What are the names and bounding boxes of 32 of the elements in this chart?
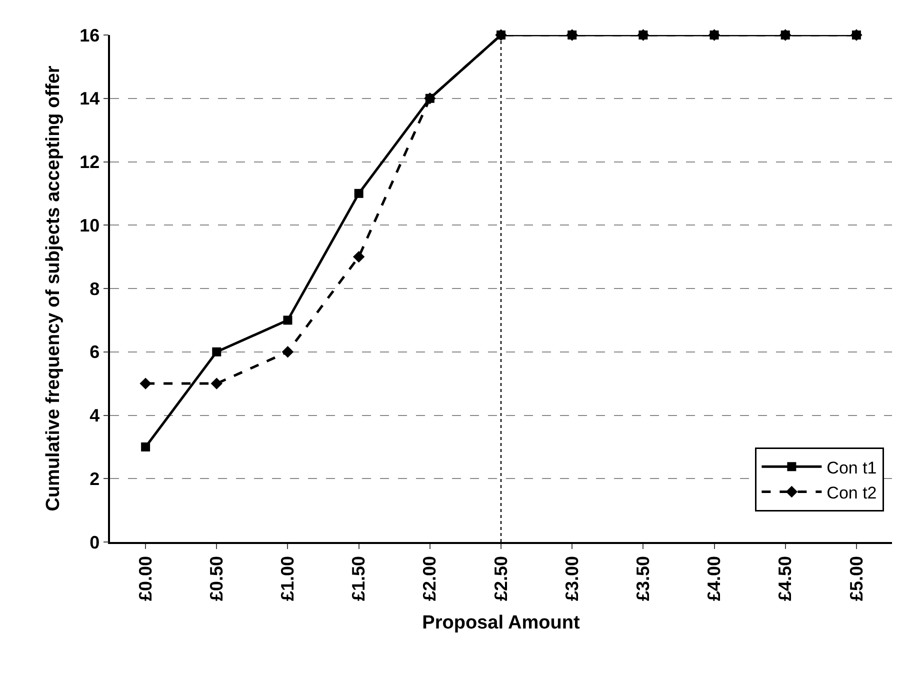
y-tick-label: 16: [80, 25, 100, 46]
x-tick-label: £2.00: [420, 556, 440, 601]
x-tick-label: £3.50: [633, 556, 654, 601]
x-tick-label: £5.00: [846, 556, 866, 601]
legend-label: Con t1: [826, 458, 877, 478]
y-tick-label: 12: [80, 152, 100, 172]
x-tick-label: £4.00: [704, 556, 724, 601]
y-tick-label: 2: [90, 468, 100, 489]
x-tick-label: £0.00: [135, 556, 156, 601]
point: [282, 346, 294, 358]
y-tick-label: 8: [90, 278, 100, 299]
y-axis-title: Cumulative frequency of subjects accepting offer: [42, 65, 64, 512]
point: [212, 347, 222, 356]
x-tick-label: £1.00: [278, 556, 298, 601]
x-tick-label: £0.50: [206, 556, 226, 601]
point: [283, 316, 292, 325]
y-tick-label: 0: [90, 532, 100, 552]
point: [140, 378, 152, 390]
point: [210, 378, 222, 390]
x-tick-label: £3.00: [562, 556, 582, 601]
point: [354, 188, 364, 198]
y-tick-label: 4: [90, 406, 100, 426]
x-axis-title: Proposal Amount: [422, 612, 580, 634]
x-tick-label: £4.50: [775, 556, 796, 601]
point: [352, 250, 365, 263]
y-tick-label: 14: [80, 88, 100, 109]
x-tick-label: £2.50: [490, 556, 511, 601]
point: [141, 442, 150, 452]
x-tick-label: £1.50: [348, 556, 369, 601]
y-tick-label: 10: [80, 215, 100, 236]
legend-label: Con t2: [826, 483, 877, 502]
y-tick-label: 6: [90, 342, 100, 362]
